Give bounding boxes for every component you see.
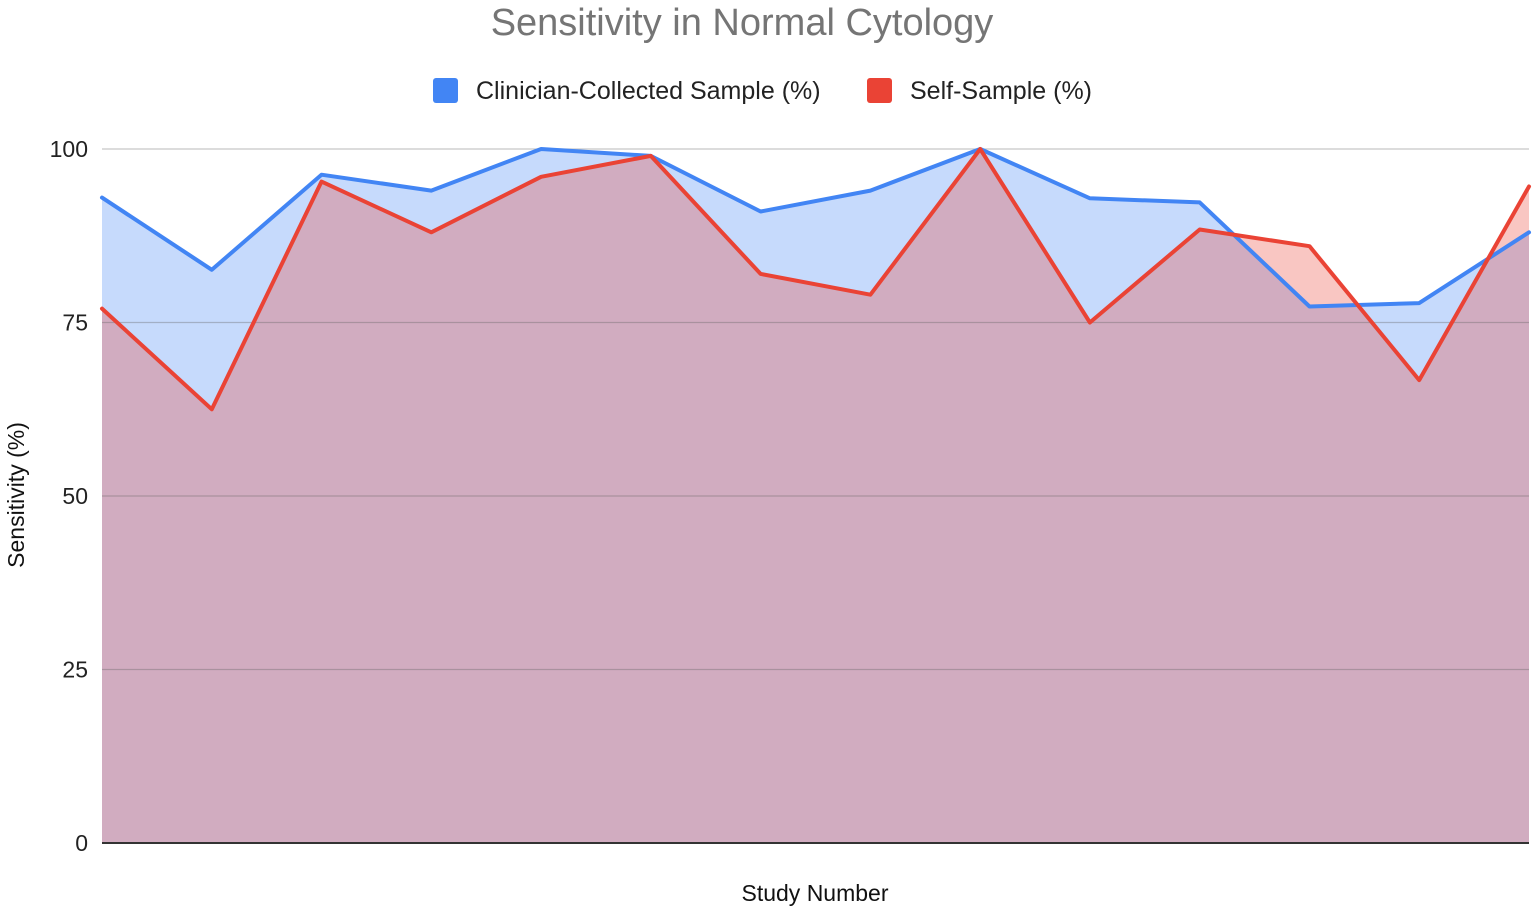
area-fill-self	[102, 149, 1529, 843]
y-tick-label: 75	[62, 310, 88, 336]
chart-title: Sensitivity in Normal Cytology	[491, 2, 994, 44]
area-fill-clinician	[102, 149, 1529, 843]
gridlines	[102, 148, 1529, 844]
x-axis-label: Study Number	[741, 880, 888, 906]
y-tick-label: 25	[62, 657, 88, 683]
plot-lines	[100, 147, 1531, 412]
y-axis-ticks: 0 25 50 75 100	[50, 136, 88, 856]
legend-swatch-clinician	[433, 78, 458, 103]
plot-areas	[102, 149, 1529, 843]
y-tick-label: 100	[50, 136, 88, 162]
legend: Clinician-Collected Sample (%) Self-Samp…	[433, 77, 1092, 105]
legend-label-self: Self-Sample (%)	[910, 77, 1092, 105]
series-line-self	[100, 147, 1531, 412]
legend-label-clinician: Clinician-Collected Sample (%)	[476, 77, 821, 105]
y-tick-label: 0	[75, 830, 88, 856]
series-line-clinician	[100, 147, 1531, 309]
legend-swatch-self	[867, 78, 892, 103]
y-tick-label: 50	[62, 483, 88, 509]
y-axis-label: Sensitivity (%)	[3, 422, 29, 568]
